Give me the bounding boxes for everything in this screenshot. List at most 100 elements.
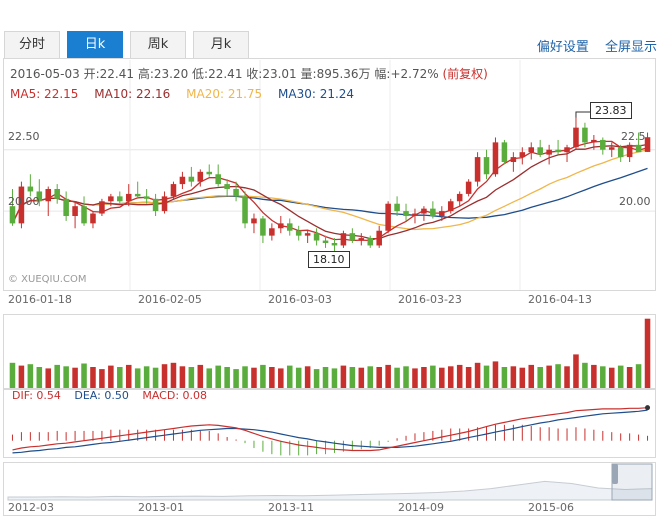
y-tick-left-1: 20.00	[8, 195, 40, 208]
candle-body	[582, 127, 588, 143]
candle-body	[626, 144, 633, 158]
candle-body	[143, 196, 150, 199]
volume-bar	[644, 318, 651, 388]
candle-body	[54, 189, 60, 199]
range-navigator[interactable]	[3, 462, 656, 516]
volume-bar	[528, 364, 535, 388]
volume-bar	[27, 364, 34, 388]
candle-body	[430, 208, 436, 216]
dif-line	[12, 407, 648, 452]
x-tick-2: 2016-03-03	[268, 293, 332, 306]
volume-bar	[215, 365, 221, 388]
volume-bar	[349, 367, 356, 388]
volume-bar	[72, 367, 78, 388]
volume-bar	[626, 367, 633, 388]
ma-legend: MA5: 22.15 MA10: 22.16 MA20: 21.75 MA30:…	[10, 87, 366, 101]
volume-bar	[340, 365, 347, 388]
info-date: 2016-05-03	[10, 67, 80, 81]
ohlc-info: 2016-05-03 开:22.41 高:23.20 低:22.41 收:23.…	[10, 65, 488, 82]
volume-bar	[447, 366, 454, 388]
candle-body	[519, 152, 526, 158]
macd-end-marker	[645, 405, 651, 411]
volume-bar	[367, 366, 374, 388]
ma30-label: MA30: 21.24	[278, 87, 355, 101]
volume-bar	[635, 364, 642, 388]
info-open-label: 开:	[83, 67, 100, 81]
ma30-line	[11, 167, 648, 224]
low-callout: 18.10	[308, 251, 350, 268]
tab-intraday[interactable]: 分时	[4, 31, 60, 58]
info-high: 23.20	[153, 67, 189, 81]
info-vol-label: 量:	[300, 67, 317, 81]
nav-tick-3: 2014-09	[398, 501, 444, 514]
candle-body	[260, 218, 266, 236]
volume-bar	[143, 366, 150, 388]
candle-body	[313, 233, 320, 241]
preferences-link[interactable]: 偏好设置	[536, 40, 589, 55]
adjust-toggle[interactable]: (前复权)	[442, 67, 488, 81]
candle-body	[188, 176, 195, 182]
tab-weekly-k[interactable]: 周k	[130, 31, 186, 58]
volume-bar	[161, 364, 168, 388]
volume-bar	[18, 365, 25, 388]
volume-bar	[260, 364, 266, 388]
volume-bar	[152, 367, 159, 388]
candle-body	[358, 238, 365, 241]
volume-bar	[510, 366, 517, 388]
macd-label: MACD: 0.08	[142, 389, 208, 402]
candle-body	[99, 201, 105, 214]
candle-body	[215, 174, 221, 185]
macd-panel[interactable]	[3, 389, 656, 458]
candle-body	[412, 213, 418, 216]
candle-body	[304, 233, 311, 236]
candle-body	[152, 198, 159, 212]
dif-label: DIF: 0.54	[12, 389, 61, 402]
volume-bar	[376, 367, 382, 388]
volume-bar	[251, 367, 257, 388]
candle-body	[376, 230, 382, 246]
high-leader-line	[575, 111, 590, 118]
nav-tick-0: 2012-03	[8, 501, 54, 514]
candle-body	[421, 208, 427, 214]
tab-daily-k[interactable]: 日k	[67, 31, 123, 58]
ma10-label: MA10: 22.16	[94, 87, 171, 101]
nav-tick-2: 2013-11	[268, 501, 314, 514]
candle-body	[537, 147, 543, 155]
volume-bar	[421, 367, 427, 388]
info-close: 23.01	[262, 67, 297, 81]
volume-bar	[573, 354, 579, 388]
volume-bar	[278, 368, 284, 388]
candle-body	[81, 206, 87, 224]
navigator-area	[7, 480, 653, 501]
candle-body	[465, 181, 472, 194]
volume-bar	[546, 365, 552, 388]
info-high-label: 高:	[137, 67, 154, 81]
volume-bar	[322, 367, 329, 388]
candle-body	[492, 142, 499, 175]
candle-body	[224, 184, 230, 189]
volume-bar	[492, 361, 499, 388]
x-tick-0: 2016-01-18	[8, 293, 72, 306]
volume-bar	[439, 367, 445, 388]
x-tick-3: 2016-03-23	[398, 293, 462, 306]
info-close-label: 收:	[246, 67, 263, 81]
tab-monthly-k[interactable]: 月k	[193, 31, 249, 58]
volume-bar	[600, 366, 606, 388]
candle-body	[349, 233, 356, 241]
candle-body	[134, 193, 141, 197]
volume-bar	[582, 362, 588, 388]
volume-bar	[179, 366, 186, 388]
volume-bar	[81, 363, 87, 388]
candle-body	[63, 198, 69, 216]
candle-body	[251, 218, 257, 224]
candle-body	[394, 203, 400, 212]
dea-label: DEA: 0.50	[74, 389, 129, 402]
volume-bar	[537, 367, 543, 388]
period-tabs: 分时 日k 周k 月k	[4, 31, 256, 58]
fullscreen-link[interactable]: 全屏显示	[604, 40, 657, 55]
candle-body	[573, 127, 579, 148]
volume-bar	[474, 362, 481, 388]
volume-bar	[9, 362, 16, 388]
candle-body	[170, 184, 177, 197]
